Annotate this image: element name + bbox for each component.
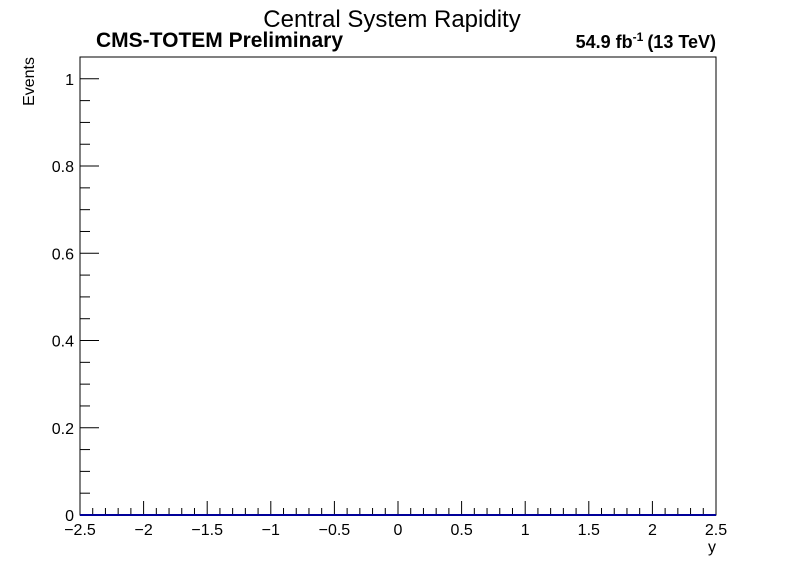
lumi-energy: (13 TeV)	[647, 32, 716, 52]
y-tick-label: 0.6	[52, 246, 74, 263]
x-tick-label: −1.5	[191, 522, 223, 539]
y-tick-label: 0.8	[52, 159, 74, 176]
y-tick-label: 1	[65, 72, 74, 89]
experiment-label: CMS-TOTEM Preliminary	[96, 29, 343, 52]
chart-title: Central System Rapidity	[263, 6, 520, 33]
lumi-exponent: -1	[633, 30, 644, 44]
y-tick-label: 0	[65, 508, 74, 525]
x-tick-label: 1.5	[578, 522, 600, 539]
x-tick-label: 2	[648, 522, 657, 539]
x-tick-label: −0.5	[319, 522, 351, 539]
y-tick-label: 0.4	[52, 334, 74, 351]
lumi-label: 54.9 fb-1 (13 TeV)	[576, 30, 716, 52]
x-tick-label: 0	[394, 522, 403, 539]
x-axis: −2.5 −2 −1.5 −1 −0.5 0 0.5 1 1.5 2 2.5	[64, 501, 727, 539]
x-tick-label: 2.5	[705, 522, 727, 539]
y-axis-label: Events	[21, 57, 38, 106]
x-axis-label: y	[708, 539, 716, 556]
plot-frame	[79, 56, 717, 516]
lumi-value: 54.9 fb	[576, 32, 633, 52]
y-axis: 0 0.2 0.4 0.6 0.8 1	[52, 56, 99, 525]
x-tick-label: 1	[521, 522, 530, 539]
x-tick-label: −2.5	[64, 522, 96, 539]
x-tick-label: 0.5	[450, 522, 472, 539]
x-tick-label: −1	[262, 522, 280, 539]
y-tick-label: 0.2	[52, 421, 74, 438]
x-tick-label: −2	[134, 522, 152, 539]
